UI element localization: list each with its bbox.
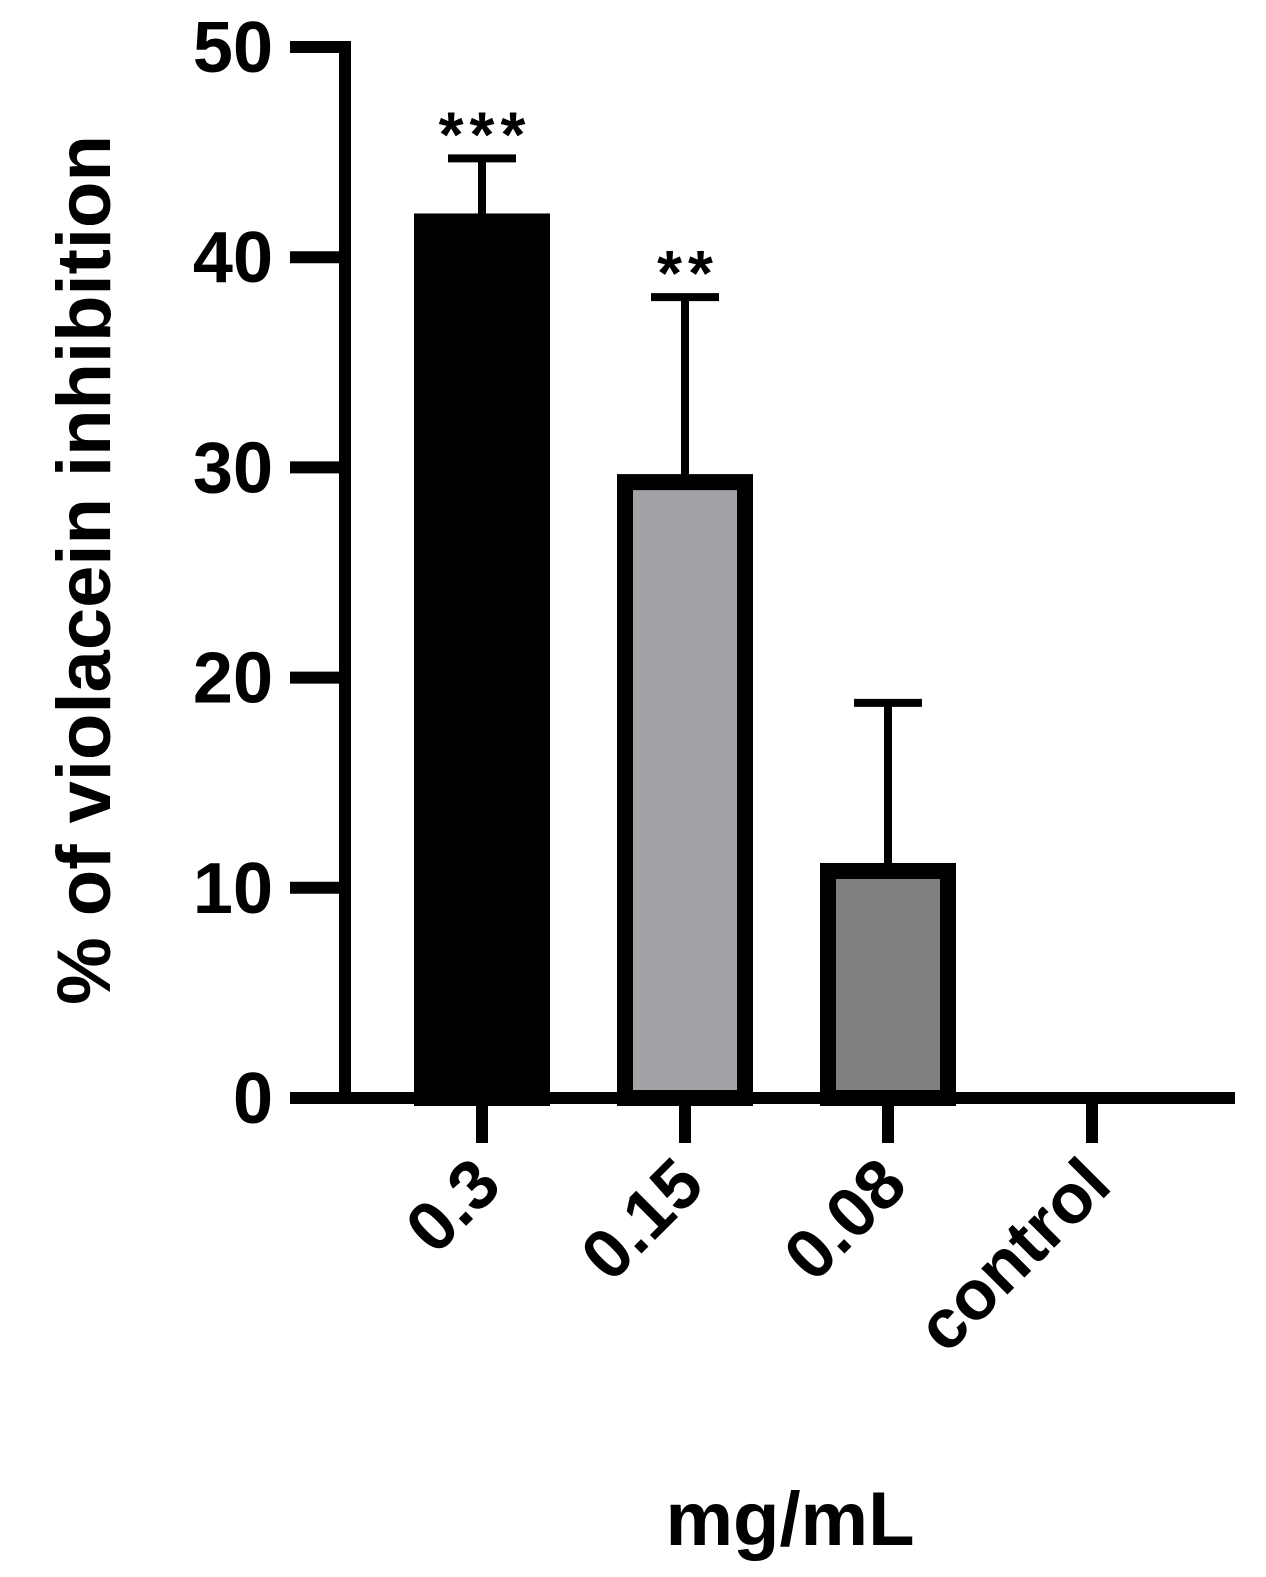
bar-0.3 (414, 213, 550, 1106)
y-tick-label-50: 50 (193, 8, 273, 88)
x-tick-label-0.3: 0.3 (391, 1143, 515, 1267)
significance-label-0.3: *** (439, 98, 532, 170)
bar-0.08 (820, 862, 956, 1107)
bar-0.15 (617, 474, 753, 1106)
y-tick-label-0: 0 (233, 1059, 273, 1139)
y-axis-title: % of violacein inhibition (42, 135, 127, 1005)
x-axis-title: mg/mL (665, 1477, 914, 1562)
error-bars-layer (448, 154, 922, 871)
axes-layer (290, 41, 1235, 1143)
x-tick-label-control: control (902, 1143, 1125, 1366)
y-tick-label-40: 40 (193, 218, 273, 298)
y-tick-label-30: 30 (193, 428, 273, 508)
x-tick-label-0.08: 0.08 (769, 1143, 920, 1294)
y-tick-label-10: 10 (193, 849, 273, 929)
significance-label-0.15: ** (657, 237, 719, 309)
x-tick-label-0.15: 0.15 (566, 1143, 717, 1294)
y-tick-label-20: 20 (193, 639, 273, 719)
